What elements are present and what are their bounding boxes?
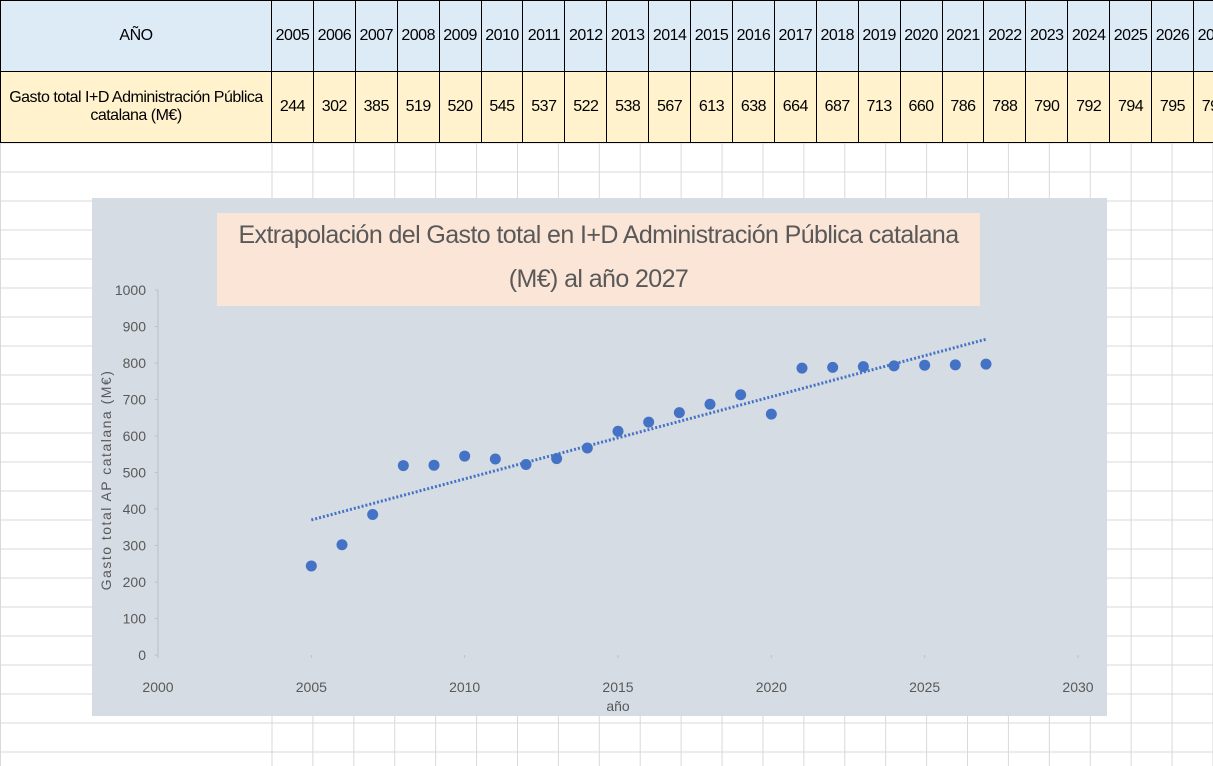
- year-cell: 2010: [480, 0, 524, 72]
- value-cell: 790: [1025, 71, 1069, 143]
- data-point: [827, 361, 839, 373]
- data-point: [888, 360, 900, 372]
- y-tick-label: 0: [138, 647, 146, 663]
- year-cell: 2011: [522, 0, 566, 72]
- header-cell: AÑO: [0, 0, 272, 72]
- y-tick-label: 700: [123, 392, 147, 408]
- value-cell: 302: [312, 71, 356, 143]
- y-tick-label: 800: [123, 355, 147, 371]
- year-cell: 2012: [564, 0, 608, 72]
- header-row: AÑO 2005 2006 2007 2008 2009 2010 2011 2012 2013 2…: [0, 0, 1213, 72]
- data-point: [643, 416, 655, 428]
- data-point: [980, 358, 992, 370]
- data-point: [581, 442, 593, 454]
- y-tick-label: 1000: [115, 282, 146, 298]
- y-tick-label: 500: [123, 465, 147, 481]
- chart-title: Extrapolación del Gasto total en I+D Adm…: [217, 213, 980, 306]
- value-cell: 638: [731, 71, 775, 143]
- data-point: [704, 398, 716, 410]
- value-cell: 567: [648, 71, 692, 143]
- data-point: [673, 407, 685, 419]
- data-point: [428, 459, 440, 471]
- trendline: [310, 337, 987, 522]
- year-cell: 2023: [1025, 0, 1069, 72]
- value-cell: 660: [899, 71, 943, 143]
- value-cell: 244: [271, 71, 314, 143]
- x-tick-label: 2000: [142, 679, 173, 695]
- x-tick-label: 2025: [909, 679, 940, 695]
- y-tick-label: 300: [123, 538, 147, 554]
- x-tick-label: 2010: [449, 679, 480, 695]
- data-point: [735, 389, 747, 401]
- x-tick-label: 2020: [756, 679, 787, 695]
- year-cell: 2020: [899, 0, 943, 72]
- value-row: Gasto total I+D Administración Pública c…: [0, 71, 1213, 143]
- value-cell: 522: [564, 71, 608, 143]
- data-point: [489, 453, 501, 465]
- value-cell: 538: [606, 71, 650, 143]
- y-tick-label: 600: [123, 428, 147, 444]
- y-tick-label: 200: [123, 574, 147, 590]
- data-point: [305, 560, 317, 572]
- year-cell: 2019: [857, 0, 901, 72]
- year-cell: 2013: [606, 0, 650, 72]
- data-table: AÑO 2005 2006 2007 2008 2009 2010 2011 2012 2013 2…: [0, 0, 1213, 143]
- x-tick-label: 2015: [602, 679, 633, 695]
- row-label: Gasto total I+D Administración Pública c…: [0, 71, 272, 143]
- value-cell: 687: [815, 71, 859, 143]
- y-tick-label: 400: [123, 501, 147, 517]
- year-cell: 2016: [731, 0, 775, 72]
- data-point: [551, 453, 563, 465]
- data-point: [520, 458, 532, 470]
- value-cell: 537: [522, 71, 566, 143]
- value-cell: 794: [1109, 71, 1153, 143]
- year-cell: 2021: [941, 0, 985, 72]
- year-cell: 2027: [1192, 0, 1213, 72]
- value-cell: 713: [857, 71, 901, 143]
- year-cell: 2022: [983, 0, 1027, 72]
- y-axis-label: Gasto total AP catalana (M€): [98, 370, 114, 591]
- value-cell: 786: [941, 71, 985, 143]
- value-cell: 664: [773, 71, 817, 143]
- year-cell: 2014: [648, 0, 692, 72]
- year-cell: 2025: [1109, 0, 1153, 72]
- data-point: [336, 539, 348, 551]
- value-cell: 613: [690, 71, 733, 143]
- data-point: [397, 460, 409, 472]
- x-axis-label: año: [606, 698, 630, 714]
- year-cell: 2005: [271, 0, 314, 72]
- data-point: [919, 359, 931, 371]
- x-tick-label: 2005: [296, 679, 327, 695]
- year-cell: 2006: [312, 0, 356, 72]
- value-cell: 788: [983, 71, 1027, 143]
- data-point: [949, 359, 961, 371]
- year-cell: 2024: [1067, 0, 1111, 72]
- value-cell: 797: [1192, 71, 1213, 143]
- data-point: [857, 361, 869, 373]
- y-tick-label: 100: [123, 611, 147, 627]
- y-tick-label: 900: [123, 319, 147, 335]
- value-cell: 520: [438, 71, 482, 143]
- value-cell: 792: [1067, 71, 1111, 143]
- x-tick-label: 2030: [1062, 679, 1093, 695]
- data-point: [367, 508, 379, 520]
- data-point: [612, 425, 624, 437]
- value-cell: 385: [354, 71, 398, 143]
- year-cell: 2017: [773, 0, 817, 72]
- value-cell: 519: [396, 71, 440, 143]
- data-point: [765, 408, 777, 420]
- data-point: [796, 362, 808, 374]
- data-point: [459, 450, 471, 462]
- value-cell: 795: [1151, 71, 1194, 143]
- year-cell: 2008: [396, 0, 440, 72]
